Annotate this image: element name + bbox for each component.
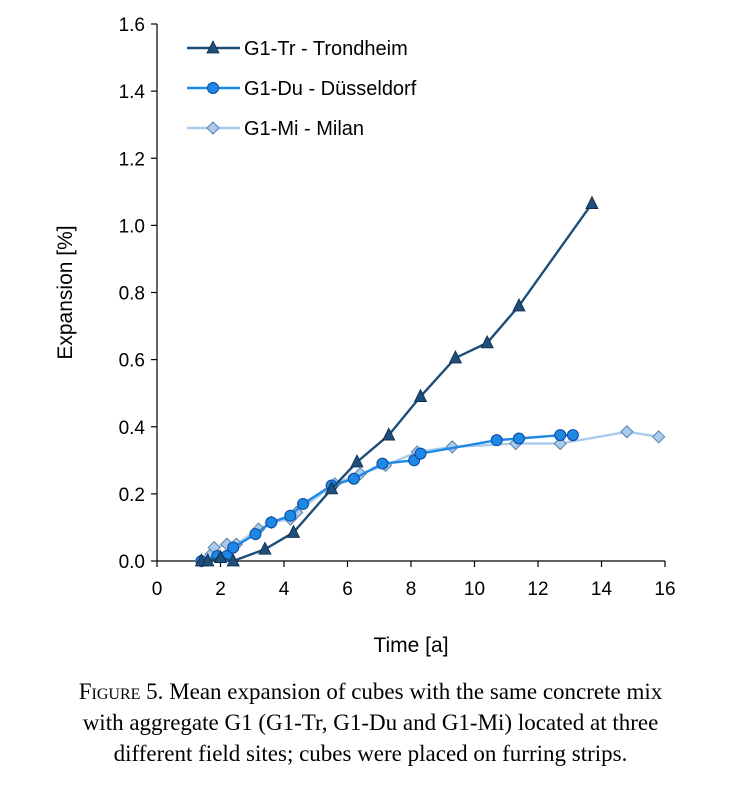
x-tick-label: 6 (342, 579, 353, 600)
data-point (227, 541, 240, 554)
series-1 (195, 429, 579, 567)
data-point (554, 429, 567, 442)
data-point (213, 549, 228, 564)
y-tick-label: 0.0 (119, 552, 145, 573)
series-0 (194, 195, 599, 567)
data-point (297, 497, 310, 510)
series-line (201, 433, 573, 563)
series-line (201, 202, 593, 563)
x-tick-label: 8 (406, 579, 417, 600)
data-point (512, 432, 525, 445)
x-axis-title: Time [a] (373, 634, 448, 657)
x-tick-label: 12 (527, 579, 548, 600)
data-point (553, 436, 567, 451)
data-point (413, 388, 428, 402)
x-tick-label: 10 (464, 579, 485, 600)
caption-text-1: Mean expansion of cubes with the same co… (163, 679, 663, 704)
data-point (201, 553, 215, 567)
data-point (490, 434, 503, 447)
data-point (286, 524, 301, 538)
y-axis-title: Expansion [%] (54, 225, 77, 359)
data-point (566, 429, 579, 442)
data-point (480, 334, 494, 349)
legend-entry: G1-Mi - Milan (187, 118, 364, 140)
legend-entry: G1-Tr - Trondheim (187, 38, 408, 60)
data-point (350, 454, 364, 468)
data-point (226, 553, 240, 567)
y-tick-label: 0.2 (119, 485, 145, 506)
legend-marker (207, 82, 219, 94)
figure-caption: Figure 5. Mean expansion of cubes with t… (0, 676, 741, 769)
y-tick-label: 1.0 (119, 216, 145, 237)
data-point (414, 447, 427, 460)
caption-line-1: Figure 5. Mean expansion of cubes with t… (0, 676, 741, 707)
legend-marker (206, 121, 220, 135)
y-tick-label: 1.2 (119, 149, 145, 170)
data-point (284, 509, 297, 522)
y-tick-label: 0.4 (119, 418, 146, 439)
data-point (265, 516, 278, 529)
data-point (585, 195, 599, 209)
y-tick-label: 1.6 (119, 15, 145, 36)
y-tick-label: 1.4 (119, 82, 146, 103)
y-tick-label: 0.6 (119, 351, 145, 372)
caption-line-2: with aggregate G1 (G1-Tr, G1-Du and G1-M… (82, 710, 659, 735)
data-point (376, 457, 389, 470)
axes: 0.0 0.2 0.4 0.6 0.8 1.0 1.2 1.4 1.6 0 2 4 6 8 10 12 14 16 (119, 15, 676, 600)
chart: 0.0 0.2 0.4 0.6 0.8 1.0 1.2 1.4 1.6 0 2 4 6 8 10 12 14 16… (54, 15, 676, 657)
x-tick-label: 16 (654, 579, 675, 600)
data-point (448, 350, 463, 364)
series-layer (194, 195, 666, 568)
data-point (512, 298, 526, 312)
data-point (249, 528, 262, 541)
legend-marker (206, 40, 220, 54)
legend-label: G1-Tr - Trondheim (244, 38, 408, 60)
x-tick-label: 2 (215, 579, 226, 600)
legend-label: G1-Mi - Milan (244, 118, 364, 140)
legend: G1-Tr - Trondheim G1-Du - Düsseldorf G1-Mi… (187, 38, 417, 140)
caption-line-3: different field sites; cubes were placed… (113, 741, 628, 766)
data-point (324, 480, 339, 495)
x-tick-label: 14 (591, 579, 613, 600)
data-point (382, 427, 396, 441)
figure-label: Figure 5. (78, 679, 164, 704)
x-tick-label: 4 (279, 579, 290, 600)
data-point (347, 472, 360, 485)
legend-label: G1-Du - Düsseldorf (244, 78, 417, 100)
y-tick-label: 0.8 (119, 284, 145, 305)
legend-entry: G1-Du - Düsseldorf (187, 78, 417, 100)
data-point (258, 541, 272, 555)
x-tick-label: 0 (152, 579, 163, 600)
data-point (651, 430, 666, 444)
data-point (620, 425, 634, 439)
